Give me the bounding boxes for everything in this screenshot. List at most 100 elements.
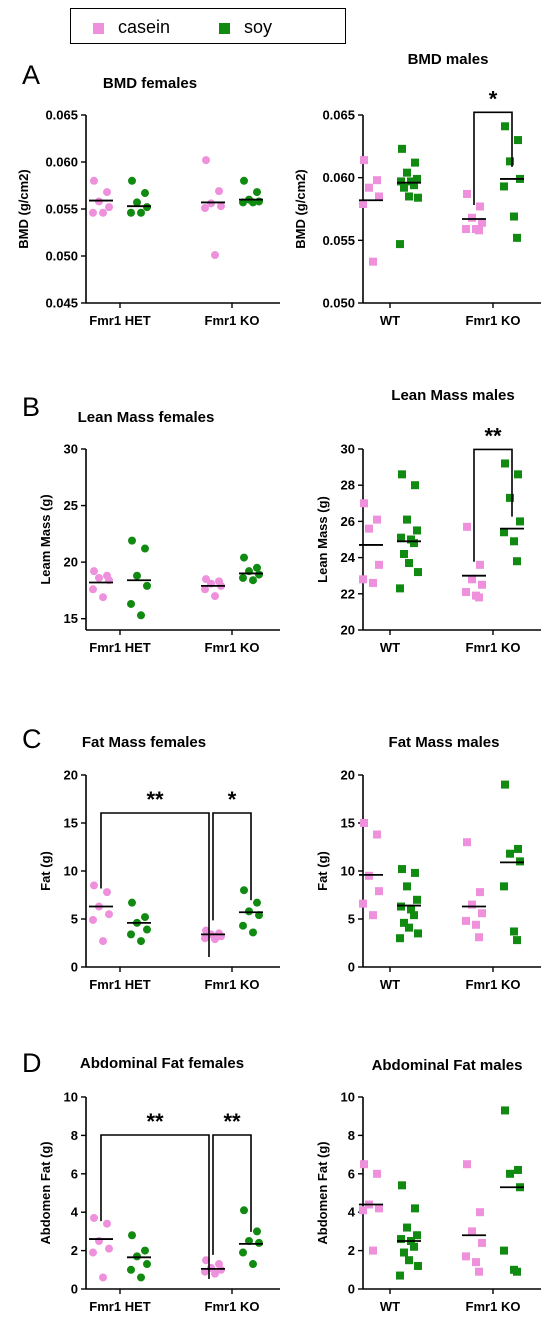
y-tick-label: 20 <box>341 768 355 783</box>
data-point-soy <box>128 536 136 545</box>
y-tick-label: 30 <box>341 442 355 457</box>
data-point-soy <box>500 882 508 891</box>
data-point-soy <box>500 528 508 537</box>
data-point-soy <box>141 189 149 198</box>
data-point-soy <box>405 192 413 201</box>
y-tick-label: 0.055 <box>45 202 78 217</box>
data-point-soy <box>240 176 248 185</box>
data-point-casein <box>468 1227 476 1236</box>
data-point-casein <box>89 915 97 924</box>
data-point-casein <box>373 176 381 185</box>
data-point-soy <box>239 1248 247 1257</box>
y-tick-label: 0 <box>71 1282 78 1297</box>
data-point-casein <box>90 567 98 576</box>
chart-title: Abdominal Fat males <box>372 1057 523 1074</box>
data-point-casein <box>201 934 209 943</box>
data-point-soy <box>141 913 149 922</box>
data-point-soy <box>396 934 404 943</box>
x-tick-label: Fmr1 KO <box>205 977 260 992</box>
data-point-soy <box>249 576 257 585</box>
data-point-soy <box>249 928 257 937</box>
y-tick-label: 8 <box>348 1128 355 1143</box>
data-point-soy <box>411 868 419 877</box>
data-point-soy <box>239 921 247 930</box>
data-point-soy <box>240 1206 248 1215</box>
data-point-soy <box>510 927 518 936</box>
data-point-casein <box>462 916 470 925</box>
y-tick-label: 15 <box>64 816 78 831</box>
data-point-casein <box>211 935 219 944</box>
legend-item-soy: soy <box>219 17 272 38</box>
chart-2: BMD males 0.050 0.055 0.060 0.065 BMD (g/cm2)… <box>293 51 541 328</box>
data-point-casein <box>215 187 223 196</box>
data-point-casein <box>478 1238 486 1247</box>
data-point-soy <box>396 1271 404 1280</box>
data-point-soy <box>403 515 411 524</box>
significance-bracket <box>100 812 210 957</box>
chart-title: Lean Mass males <box>391 387 514 404</box>
significance-label: ** <box>223 1109 241 1134</box>
data-point-casein <box>360 499 368 508</box>
legend-label-soy: soy <box>244 17 273 37</box>
x-tick-label: Fmr1 KO <box>466 640 521 655</box>
legend-swatch-casein <box>93 22 104 34</box>
data-point-casein <box>472 1258 480 1267</box>
y-tick-label: 22 <box>341 586 355 601</box>
data-point-casein <box>201 585 209 594</box>
data-point-soy <box>397 533 405 542</box>
data-point-soy <box>255 1238 263 1247</box>
data-point-soy <box>141 1246 149 1255</box>
significance-label: ** <box>146 787 164 812</box>
significance-label: ** <box>484 423 502 448</box>
data-point-soy <box>501 122 509 131</box>
data-point-soy <box>396 584 404 593</box>
x-tick-label: Fmr1 KO <box>205 640 260 655</box>
significance-label: ** <box>146 1109 164 1134</box>
data-point-soy <box>411 481 419 490</box>
data-point-casein <box>207 199 215 208</box>
data-point-casein <box>375 1204 383 1213</box>
x-tick-label: WT <box>380 977 400 992</box>
data-point-soy <box>398 144 406 153</box>
data-point-soy <box>253 188 261 197</box>
y-tick-label: 10 <box>64 864 78 879</box>
data-point-soy <box>253 563 261 572</box>
x-tick-label: WT <box>380 640 400 655</box>
data-point-soy <box>516 517 524 526</box>
data-point-soy <box>410 181 418 190</box>
data-point-casein <box>375 192 383 201</box>
data-point-soy <box>500 1246 508 1255</box>
data-point-soy <box>127 599 135 608</box>
data-point-casein <box>476 888 484 897</box>
data-point-soy <box>137 611 145 620</box>
data-point-soy <box>501 780 509 789</box>
y-tick-label: 6 <box>348 1166 355 1181</box>
y-axis-label: BMD (g/cm2) <box>293 169 308 248</box>
data-point-soy <box>413 1231 421 1240</box>
chart-title: Fat Mass females <box>82 734 206 751</box>
data-point-soy <box>413 526 421 535</box>
data-point-soy <box>239 573 247 582</box>
data-point-casein <box>475 593 483 602</box>
x-tick-label: Fmr1 HET <box>89 1299 150 1314</box>
x-tick-label: Fmr1 HET <box>89 977 150 992</box>
data-point-soy <box>405 1256 413 1265</box>
y-axis-label: Abdomen Fat (g) <box>38 1141 53 1244</box>
data-point-soy <box>400 918 408 927</box>
chart-3: Lean Mass females 15 20 25 30 Leam Mass (g) Fm… <box>38 409 280 655</box>
legend-item-casein: casein <box>93 17 170 38</box>
y-tick-label: 20 <box>64 555 78 570</box>
data-point-casein <box>217 202 225 211</box>
data-point-casein <box>95 573 103 582</box>
panel-letter-b: B <box>22 392 41 422</box>
data-point-soy <box>240 886 248 895</box>
chart-title: BMD females <box>103 75 197 92</box>
data-point-soy <box>506 1169 514 1178</box>
data-point-soy <box>407 905 415 914</box>
data-point-soy <box>414 929 422 938</box>
data-point-casein <box>369 911 377 920</box>
y-tick-label: 0.050 <box>45 249 78 264</box>
x-tick-label: WT <box>380 1299 400 1314</box>
data-point-soy <box>398 865 406 874</box>
y-tick-label: 2 <box>71 1243 78 1258</box>
